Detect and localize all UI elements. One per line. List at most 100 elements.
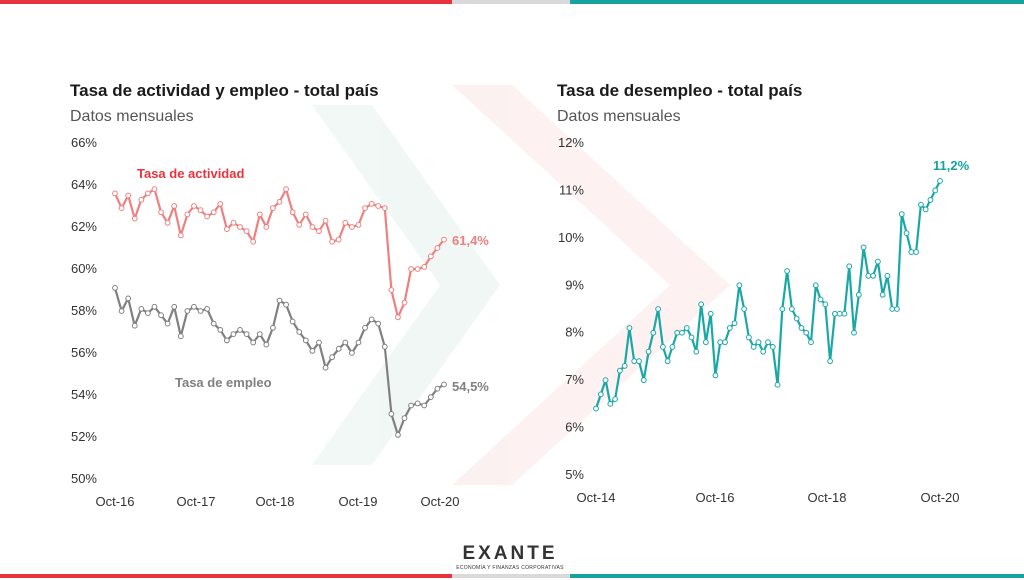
unemployment-point xyxy=(683,325,690,331)
employment-point xyxy=(434,385,441,392)
right-ytick-label: 5% xyxy=(565,467,584,482)
unemployment-point xyxy=(602,377,609,384)
unemployment-point xyxy=(769,344,776,350)
unemployment-point xyxy=(937,178,943,184)
employment-point xyxy=(263,341,270,348)
unemployment-point xyxy=(621,363,628,369)
exante-logo: EXANTE ECONOMÍA Y FINANZAS CORPORATIVAS xyxy=(455,543,565,571)
activity-point xyxy=(270,205,276,212)
unemployment-point xyxy=(879,291,886,298)
employment-point xyxy=(335,345,342,352)
activity-point xyxy=(381,205,388,212)
unemployment-point xyxy=(707,310,714,317)
left-ytick-label: 52% xyxy=(71,429,97,444)
activity-point xyxy=(316,228,322,235)
employment-point xyxy=(381,343,388,350)
unemployment-point xyxy=(913,249,920,255)
employment-point xyxy=(348,350,355,356)
activity-point xyxy=(302,211,309,218)
activity-point xyxy=(263,224,270,230)
activity-point xyxy=(408,266,415,272)
activity-point xyxy=(145,190,151,197)
activity-point xyxy=(118,205,125,212)
activity-point xyxy=(177,232,184,239)
right-ytick-label: 10% xyxy=(558,230,584,245)
unemployment-point xyxy=(745,334,752,341)
right-ytick-label: 11% xyxy=(559,182,584,197)
unemployment-point xyxy=(712,372,719,379)
left-chart-subtitle: Datos mensuales xyxy=(70,108,194,125)
unemployment-point xyxy=(841,310,848,317)
activity-point xyxy=(329,238,336,245)
employment-point xyxy=(217,327,224,333)
employment-point xyxy=(401,415,408,422)
activity-series-label: Tasa de actividad xyxy=(137,166,244,181)
employment-point xyxy=(322,364,329,371)
unemployment-point xyxy=(655,306,662,312)
employment-point xyxy=(296,329,303,335)
employment-point xyxy=(408,402,415,409)
logo-tagline: ECONOMÍA Y FINANZAS CORPORATIVAS xyxy=(456,565,564,571)
unemployment-point xyxy=(788,306,795,312)
unemployment-point xyxy=(808,339,814,346)
activity-point xyxy=(335,236,342,243)
activity-point xyxy=(388,287,395,293)
unemployment-point xyxy=(803,329,810,336)
unemployment-point xyxy=(784,268,791,274)
unemployment-point xyxy=(659,344,666,350)
unemployment-point xyxy=(693,348,700,355)
activity-point xyxy=(256,211,263,218)
unemployment-point xyxy=(731,320,738,327)
logo-wordmark: EXANTE xyxy=(462,543,558,564)
activity-point xyxy=(210,209,217,216)
employment-point xyxy=(184,308,191,314)
activity-point xyxy=(184,211,191,218)
employment-point xyxy=(145,310,151,317)
activity-point xyxy=(125,192,132,199)
employment-point xyxy=(243,331,250,338)
unemployment-point xyxy=(593,405,599,412)
unemployment-point xyxy=(831,310,838,317)
activity-point xyxy=(348,224,355,230)
activity-point xyxy=(191,203,197,209)
right-chart-subtitle: Datos mensuales xyxy=(557,108,681,125)
employment-point xyxy=(164,320,171,327)
employment-point xyxy=(230,331,237,338)
activity-point xyxy=(276,198,283,205)
left-ytick-label: 64% xyxy=(71,177,97,192)
employment-point xyxy=(171,303,178,310)
left-xtick-label: Oct-19 xyxy=(338,494,377,509)
activity-point xyxy=(427,253,434,260)
activity-point xyxy=(171,203,178,209)
employment-point xyxy=(289,318,296,325)
activity-end-label: 61,4% xyxy=(452,233,489,248)
employment-point xyxy=(368,316,375,323)
employment-point xyxy=(362,324,368,331)
activity-point xyxy=(283,186,289,193)
activity-point xyxy=(441,236,447,243)
employment-point xyxy=(427,394,434,401)
unemployment-point xyxy=(616,367,623,374)
employment-point xyxy=(151,303,158,310)
bottom-teal-bar xyxy=(570,574,1024,578)
employment-point xyxy=(125,295,132,302)
left-plot-area xyxy=(112,186,447,438)
unemployment-point xyxy=(851,329,857,336)
unemployment-point xyxy=(626,325,633,331)
left-xtick-label: Oct-18 xyxy=(255,494,294,509)
unemployment-point xyxy=(741,306,748,312)
left-ytick-label: 62% xyxy=(71,219,97,234)
unemployment-point xyxy=(736,282,743,289)
right-ytick-label: 9% xyxy=(565,277,584,292)
activity-point xyxy=(138,196,145,203)
unemployment-point xyxy=(597,391,604,398)
employment-point xyxy=(329,354,336,361)
activity-point xyxy=(112,190,118,197)
activity-point xyxy=(230,219,237,226)
unemployment-point xyxy=(612,396,619,403)
activity-point xyxy=(289,209,296,216)
unemployment-point xyxy=(927,197,934,203)
employment-point xyxy=(112,285,118,291)
left-ytick-label: 58% xyxy=(71,303,97,318)
top-teal-bar xyxy=(570,0,1024,4)
